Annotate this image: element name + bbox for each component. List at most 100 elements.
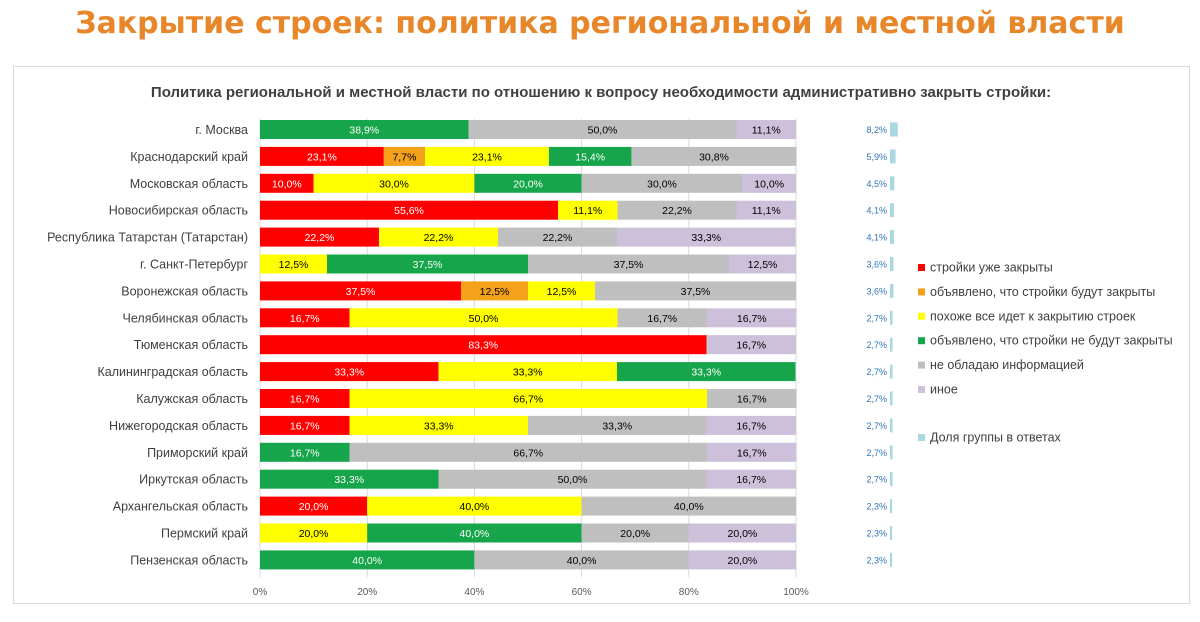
data-label: 16,7% (290, 447, 320, 459)
category-label: Пензенская область (130, 553, 248, 567)
legend-label: объявлено, что стройки будут закрыты (930, 285, 1155, 299)
group-share-bar (890, 310, 893, 325)
data-label: 23,1% (307, 151, 337, 163)
category-label: Республика Татарстан (Татарстан) (47, 231, 248, 245)
data-label: 37,5% (346, 286, 376, 298)
bar-row-9: 83,3% 16,7% (260, 335, 796, 355)
data-label: 12,5% (279, 259, 309, 271)
legend-swatch (918, 264, 925, 271)
group-share-bar (890, 552, 893, 567)
legend-label: Доля группы в ответах (930, 431, 1062, 445)
group-share-label: 2,7% (866, 448, 887, 458)
group-share-label: 4,1% (866, 233, 887, 243)
bar-segment-стройки-уже-закрыты (260, 146, 384, 166)
data-label: 66,7% (513, 447, 543, 459)
bar-row-6: 12,5% 37,5% 37,5% 12,5% (260, 254, 796, 274)
bar-segment-стройки-уже-закрыты (260, 308, 350, 328)
data-label: 16,7% (290, 420, 320, 432)
bars: 38,9% 50,0% 11,1% 23,1% 7,7% 23,1% 15,4% 30,8% 1… (260, 120, 797, 570)
data-label: 20,0% (728, 528, 758, 540)
category-label: Пермский край (161, 527, 248, 541)
data-label: 12,5% (748, 259, 778, 271)
bar-segment-иное (707, 442, 797, 462)
bar-segment-стройки-уже-закрыты (260, 496, 368, 516)
data-label: 16,7% (737, 394, 767, 406)
data-label: 23,1% (472, 151, 502, 163)
data-label: 16,7% (736, 474, 766, 486)
bar-row-5: 22,2% 22,2% 22,2% 33,3% (260, 227, 796, 247)
bar-row-8: 16,7% 50,0% 16,7% 16,7% (260, 308, 797, 328)
bar-segment-объявлено-что-стройки-не-будут-закрыты (616, 362, 796, 382)
bar-segment-не-обладаю-информацией (497, 227, 617, 247)
category-label: Московская область (130, 177, 248, 191)
data-label: 30,0% (647, 178, 677, 190)
data-label: 33,3% (334, 474, 364, 486)
data-label: 30,8% (699, 151, 729, 163)
bar-segment-не-обладаю-информацией (349, 442, 708, 462)
data-label: 12,5% (547, 286, 577, 298)
data-label: 40,0% (567, 555, 597, 567)
bar-segment-стройки-уже-закрыты (260, 362, 439, 382)
bar-segment-иное (736, 120, 796, 139)
group-share-bar (890, 230, 894, 245)
group-share-bar (890, 364, 893, 379)
bar-segment-объявлено-что-стройки-будут-закрыты (461, 281, 528, 301)
group-share-label: 3,6% (866, 286, 887, 296)
data-label: 22,2% (543, 232, 573, 244)
bar-segment-объявлено-что-стройки-не-будут-закрыты (260, 550, 475, 570)
group-share-bar (890, 203, 894, 218)
bar-segment-похоже-все-идет-к-закрытию-строек (349, 308, 618, 328)
bar-segment-иное (706, 415, 796, 435)
category-label: Тюменская область (134, 338, 248, 352)
legend-item-иное: иное (918, 383, 958, 397)
data-label: 38,9% (349, 125, 379, 137)
group-share-bar (890, 472, 893, 487)
bar-row-3: 10,0% 30,0% 20,0% 30,0% 10,0% (260, 173, 796, 193)
data-label: 15,4% (575, 151, 605, 163)
group-share-bar (890, 526, 893, 540)
bar-segment-не-обладаю-информацией (617, 308, 708, 328)
data-label: 66,7% (513, 394, 543, 406)
data-label: 40,0% (460, 501, 490, 513)
data-label: 20,0% (513, 178, 543, 190)
bar-segment-не-обладаю-информацией (581, 173, 743, 193)
page-title: Закрытие строек: политика региональной и… (75, 6, 1125, 41)
group-share-label: 8,2% (866, 125, 887, 135)
bar-row-17: 40,0% 40,0% 20,0% (260, 550, 796, 570)
data-label: 50,0% (558, 474, 588, 486)
bar-segment-объявлено-что-стройки-не-будут-закрыты (474, 173, 582, 193)
legend-swatch (918, 434, 925, 441)
category-label: Воронежская область (121, 284, 248, 298)
bar-segment-не-обладаю-информацией (595, 281, 796, 301)
category-label: Нижегородская область (109, 419, 248, 433)
data-label: 16,7% (736, 340, 766, 352)
x-tick-label: 0% (253, 587, 268, 598)
legend-label: иное (930, 383, 958, 397)
bar-segment-похоже-все-идет-к-закрытию-строек (260, 254, 327, 274)
group-share-bar (890, 149, 896, 164)
x-tick-label: 60% (572, 587, 592, 598)
legend-swatch (918, 312, 925, 320)
legend-item-объявлено-что-стройки-не-будут-закрыты: объявлено, что стройки не будут закрыты (918, 334, 1173, 348)
data-label: 16,7% (647, 313, 677, 325)
group-share-bar (890, 283, 894, 298)
bar-segment-иное (706, 335, 796, 355)
bar-segment-не-обладаю-информацией (707, 389, 797, 408)
legend-item-стройки-уже-закрыты: стройки уже закрыты (918, 261, 1053, 275)
group-share-bar (890, 391, 893, 406)
data-label: 10,0% (754, 178, 784, 190)
group-share-label: 5,9% (866, 152, 887, 162)
bar-segment-не-обладаю-информацией (468, 120, 737, 139)
data-label: 50,0% (588, 125, 618, 137)
bar-segment-иное (707, 308, 797, 328)
data-label: 11,1% (752, 125, 781, 137)
data-label: 40,0% (352, 555, 382, 567)
bar-segment-не-обладаю-информацией (528, 254, 729, 274)
bar-segment-объявлено-что-стройки-не-будут-закрыты (367, 523, 582, 543)
bar-segment-иное (616, 227, 796, 247)
legend-label: похоже все идет к закрытию строек (930, 309, 1136, 323)
bar-segment-не-обладаю-информацией (438, 469, 707, 489)
category-label: Приморский край (147, 446, 248, 460)
bar-row-7: 37,5% 12,5% 12,5% 37,5% (260, 281, 796, 301)
legend-item-не-обладаю-информацией: не обладаю информацией (918, 358, 1084, 372)
